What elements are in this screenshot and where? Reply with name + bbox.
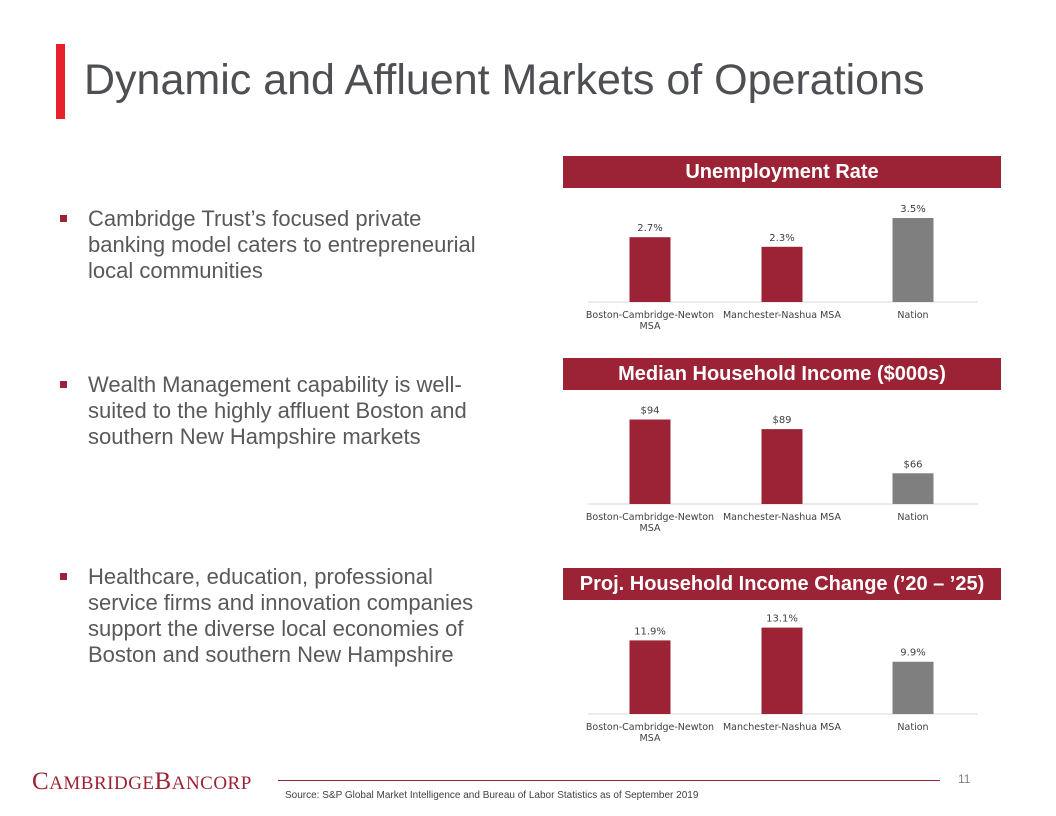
bar xyxy=(629,640,671,714)
category-label: Manchester-Nashua MSA xyxy=(723,310,842,321)
category-label: Nation xyxy=(897,310,928,321)
data-label: 11.9% xyxy=(634,626,666,637)
footer-divider xyxy=(278,780,940,781)
bar xyxy=(629,237,671,302)
bar xyxy=(892,473,934,504)
data-label: $89 xyxy=(772,415,791,426)
company-logo: CAMBRIDGEBANCORP xyxy=(32,768,252,796)
category-label: Boston-Cambridge-Newton xyxy=(586,722,714,733)
bar xyxy=(761,429,803,504)
bar xyxy=(892,661,934,714)
category-label: MSA xyxy=(640,523,661,534)
category-label: MSA xyxy=(640,321,661,332)
chart-title: Unemployment Rate xyxy=(563,156,1001,188)
bullet-square-icon xyxy=(60,573,67,580)
page-title: Dynamic and Affluent Markets of Operatio… xyxy=(84,56,925,104)
bar xyxy=(761,246,803,302)
page-number: 11 xyxy=(958,772,971,786)
data-label: 2.7% xyxy=(637,223,662,234)
data-label: 9.9% xyxy=(900,648,925,659)
category-label: Manchester-Nashua MSA xyxy=(723,512,842,523)
bullet-text: Cambridge Trust’s focused private bankin… xyxy=(88,206,476,283)
data-label: $94 xyxy=(640,406,659,417)
bar xyxy=(892,218,934,302)
logo-word: CAMBRIDGE xyxy=(32,768,155,795)
category-label: Boston-Cambridge-Newton xyxy=(586,512,714,523)
data-label: 2.3% xyxy=(769,233,794,244)
data-label: 3.5% xyxy=(900,204,925,215)
source-note: Source: S&P Global Market Intelligence a… xyxy=(285,790,699,801)
bullet-text: Healthcare, education, professional serv… xyxy=(88,564,474,667)
logo-word: BANCORP xyxy=(154,768,252,795)
bullet-square-icon xyxy=(60,215,67,222)
bullet-text: Wealth Management capability is well-sui… xyxy=(88,372,467,449)
bar xyxy=(761,627,803,714)
data-label: $66 xyxy=(903,459,922,470)
bullet-square-icon xyxy=(60,381,67,388)
category-label: Nation xyxy=(897,722,928,733)
bar xyxy=(629,419,671,504)
chart-title: Median Household Income ($000s) xyxy=(563,358,1001,390)
chart-title: Proj. Household Income Change (’20 – ’25… xyxy=(563,568,1001,600)
category-label: Boston-Cambridge-Newton xyxy=(586,310,714,321)
category-label: MSA xyxy=(640,733,661,744)
data-label: 13.1% xyxy=(766,614,798,625)
category-label: Nation xyxy=(897,512,928,523)
title-accent-bar xyxy=(56,44,65,119)
category-label: Manchester-Nashua MSA xyxy=(723,722,842,733)
